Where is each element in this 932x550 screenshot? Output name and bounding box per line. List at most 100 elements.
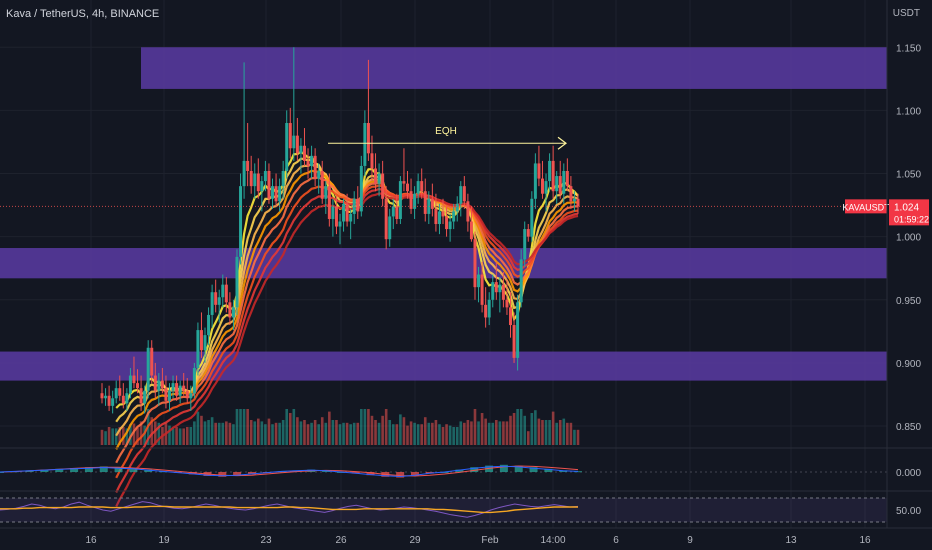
candle-body — [462, 186, 466, 202]
macd-bar — [559, 470, 568, 472]
volume-bar — [455, 427, 459, 445]
macd-bar — [40, 469, 49, 472]
x-tick-label: 16 — [859, 535, 871, 546]
volume-bar — [338, 424, 342, 445]
candle-body — [381, 173, 385, 199]
macd-bar — [55, 468, 64, 472]
candle-body — [192, 367, 196, 394]
volume-bar — [509, 415, 512, 445]
volume-bar — [384, 409, 388, 445]
volume-bar — [242, 409, 246, 445]
candle-body — [146, 347, 150, 391]
candle-body — [402, 181, 406, 184]
zone-0 — [141, 47, 887, 89]
volume-bar — [335, 420, 338, 445]
volume-bar — [491, 422, 495, 445]
volume-bar — [278, 422, 281, 445]
y-tick-label: 1.150 — [896, 43, 921, 54]
volume-bar — [480, 413, 484, 445]
candle-body — [512, 325, 516, 358]
volume-bar — [253, 421, 257, 445]
volume-bar — [519, 409, 523, 445]
macd-bar — [70, 468, 79, 472]
candle-body — [469, 221, 473, 240]
candle-body — [576, 198, 580, 207]
volume-bar — [168, 425, 171, 445]
candle-body — [320, 170, 324, 199]
candle-body — [366, 123, 370, 154]
candle-body — [121, 395, 125, 404]
volume-bar — [111, 428, 114, 445]
volume-bar — [203, 421, 207, 445]
volume-bar — [523, 415, 527, 445]
volume-bar — [413, 422, 416, 445]
volume-bar — [466, 420, 470, 445]
candle-body — [310, 155, 314, 166]
volume-bar — [303, 420, 306, 445]
volume-bar — [125, 428, 129, 445]
volume-bar — [143, 425, 146, 445]
y-tick-label: 1.000 — [896, 233, 921, 244]
candle-body — [434, 208, 438, 225]
candle-body — [562, 170, 566, 194]
candle-body — [313, 155, 317, 179]
candle-body — [167, 390, 171, 401]
candle-body — [136, 383, 140, 389]
x-tick-label: 9 — [687, 535, 693, 546]
volume-bar — [306, 424, 310, 445]
candle-body — [477, 274, 481, 288]
candle-body — [164, 388, 168, 401]
ribbon-line-7 — [115, 192, 579, 507]
candle-body — [185, 390, 189, 399]
volume-bar — [452, 427, 455, 445]
candle-body — [231, 307, 235, 318]
eqh-arrow — [557, 136, 567, 150]
volume-bar — [182, 428, 186, 445]
rsi-ma-line — [0, 505, 578, 514]
candle-body — [501, 284, 505, 300]
candle-body — [114, 388, 118, 399]
candle-body — [466, 201, 470, 222]
volume-bar — [434, 420, 438, 445]
candle-body — [430, 198, 434, 209]
volume-bar — [171, 428, 175, 445]
candle-body — [413, 193, 417, 209]
macd-bar — [514, 465, 523, 472]
ticker-badge — [845, 199, 887, 214]
x-tick-label: 29 — [409, 535, 421, 546]
candle-body — [342, 203, 346, 222]
volume-bar — [324, 422, 328, 445]
macd-bar — [396, 472, 405, 478]
volume-bar — [235, 409, 239, 445]
volume-bar — [505, 421, 509, 445]
macd-bar — [84, 467, 93, 472]
candle-body — [132, 375, 136, 384]
candle-body — [125, 393, 129, 404]
volume-bar — [427, 422, 431, 445]
volume-bar — [416, 424, 420, 445]
candle-body — [267, 170, 271, 199]
volume-bar — [391, 424, 395, 445]
candle-body — [249, 170, 253, 187]
volume-bar — [431, 422, 434, 445]
volume-bar — [150, 417, 154, 445]
candle-body — [533, 163, 537, 199]
candle-body — [210, 292, 214, 315]
candle-body — [160, 380, 164, 389]
volume-bar — [399, 414, 402, 445]
candle-body — [118, 388, 122, 396]
volume-bar — [239, 409, 242, 445]
macd-bar — [322, 470, 331, 472]
x-tick-label: 19 — [158, 535, 170, 546]
volume-bar — [267, 418, 271, 445]
volume-bar — [406, 425, 409, 445]
eqh-label: EQH — [435, 126, 457, 137]
volume-bar — [118, 427, 122, 445]
volume-bar — [185, 427, 189, 445]
candle-body — [104, 395, 108, 399]
volume-bar — [484, 418, 487, 445]
volume-bar — [537, 418, 541, 445]
candle-body — [128, 375, 132, 394]
